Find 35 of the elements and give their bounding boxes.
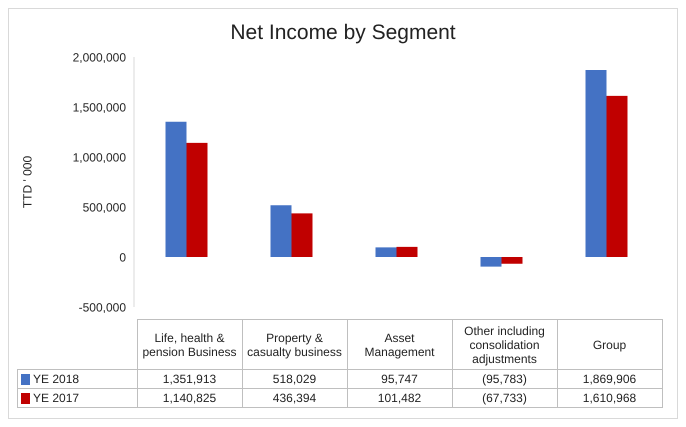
y-tick-label: 1,500,000 xyxy=(72,100,126,114)
y-axis-title: TTD ' 000 xyxy=(20,156,34,208)
y-tick-label: 0 xyxy=(119,250,126,264)
bar xyxy=(186,142,208,257)
legend-label: YE 2018 xyxy=(18,370,137,388)
data-label: 518,029 xyxy=(242,370,347,388)
data-label: 1,140,825 xyxy=(137,388,242,408)
y-tick-label: 500,000 xyxy=(82,200,126,214)
bar xyxy=(376,247,396,257)
y-tick-label: -500,000 xyxy=(78,300,126,314)
bar xyxy=(480,257,502,267)
data-label: 1,869,906 xyxy=(557,370,662,388)
x-tick-label: Group xyxy=(557,320,662,370)
bar xyxy=(502,257,522,264)
data-label: (95,783) xyxy=(452,370,557,388)
data-label: 1,610,968 xyxy=(557,388,662,408)
data-label: 95,747 xyxy=(347,370,452,388)
data-label: (67,733) xyxy=(452,388,557,408)
y-tick-label: 2,000,000 xyxy=(72,50,126,64)
x-tick-label: Other including consolidation adjustments xyxy=(452,320,557,370)
bar xyxy=(396,246,418,257)
x-tick-label: Property & casualty business xyxy=(242,320,347,370)
bar xyxy=(270,205,292,257)
data-label: 1,351,913 xyxy=(137,370,242,388)
data-label: 101,482 xyxy=(347,388,452,408)
y-tick-label: 1,000,000 xyxy=(72,150,126,164)
chart-title: Net Income by Segment xyxy=(229,21,457,45)
bar xyxy=(292,213,312,257)
x-tick-label: Life, health & pension Business xyxy=(137,320,242,370)
legend-label: YE 2017 xyxy=(18,388,137,408)
bar xyxy=(166,122,186,257)
bar xyxy=(606,96,628,257)
x-tick-label: Asset Management xyxy=(347,320,452,370)
bar xyxy=(586,70,606,257)
data-label: 436,394 xyxy=(242,388,347,408)
